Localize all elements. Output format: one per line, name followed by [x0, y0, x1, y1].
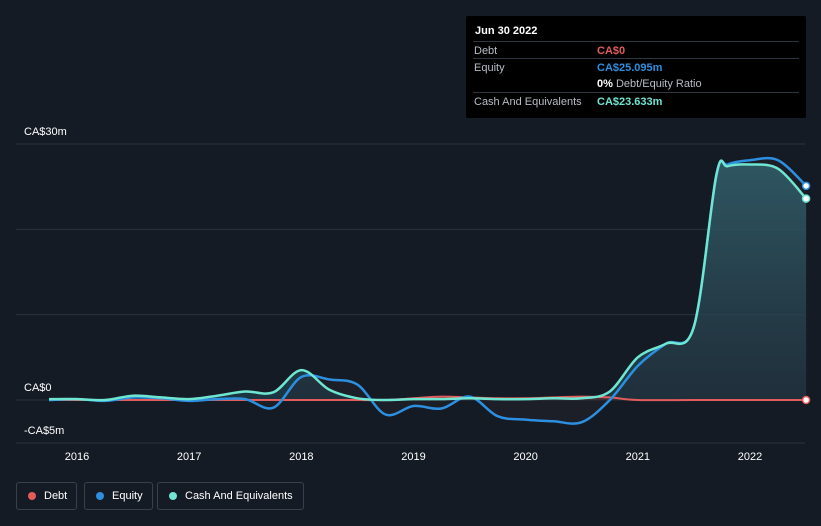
series-endpoints [801, 181, 811, 405]
legend-cash-dot [169, 492, 177, 500]
x-tick-label: 2022 [737, 451, 763, 463]
tooltip-row-equity: Equity CA$25.095m [473, 58, 799, 76]
legend-item-debt[interactable]: Debt [16, 482, 77, 510]
tooltip-ratio: 0% Debt/Equity Ratio [597, 78, 702, 90]
legend-debt-label: Debt [44, 490, 68, 502]
tooltip-cash-label: Cash And Equivalents [474, 96, 582, 108]
legend-item-cash[interactable]: Cash And Equivalents [157, 482, 304, 510]
tooltip-ratio-label: Debt/Equity Ratio [615, 78, 702, 90]
x-tick-label: 2020 [513, 451, 538, 463]
tooltip-debt-value: CA$0 [597, 45, 626, 57]
tooltip-equity-label: Equity [474, 62, 505, 74]
x-tick-label: 2017 [176, 451, 202, 463]
x-tick-label: 2016 [64, 451, 90, 463]
equity-area [49, 158, 807, 424]
tooltip-ratio-value: 0% [597, 78, 613, 90]
legend-cash-label: Cash And Equivalents [185, 490, 293, 502]
legend-item-equity[interactable]: Equity [84, 482, 153, 510]
y-tick-label-zero: CA$0 [24, 382, 52, 394]
tooltip-date: Jun 30 2022 [475, 25, 538, 37]
tooltip-row-cash: Cash And Equivalents CA$23.633m [473, 92, 799, 110]
y-tick-label-top: CA$30m [24, 126, 67, 138]
x-tick-label: 2018 [289, 451, 314, 463]
tooltip-cash-value: CA$23.633m [597, 96, 663, 108]
x-tick-label: 2019 [401, 451, 426, 463]
debt-endpoint [801, 395, 811, 405]
tooltip-row-ratio: 0% Debt/Equity Ratio [473, 75, 799, 92]
legend-debt-dot [28, 492, 36, 500]
series-lines [48, 156, 808, 425]
tooltip-row-debt: Debt CA$0 [473, 41, 799, 59]
legend-equity-dot [96, 492, 104, 500]
equity-endpoint [801, 181, 811, 191]
tooltip-panel: Jun 30 2022 Debt CA$0 Equity CA$25.095m … [466, 16, 806, 118]
x-tick-label: 2021 [625, 451, 651, 463]
series-areas [49, 158, 807, 424]
y-tick-label-bottom: -CA$5m [24, 425, 65, 437]
cash-line [48, 159, 808, 402]
legend-equity-label: Equity [112, 490, 143, 502]
tooltip-equity-value: CA$25.095m [597, 62, 663, 74]
cash-area [49, 160, 807, 401]
cash-endpoint [801, 194, 811, 203]
tooltip-debt-label: Debt [474, 45, 498, 57]
